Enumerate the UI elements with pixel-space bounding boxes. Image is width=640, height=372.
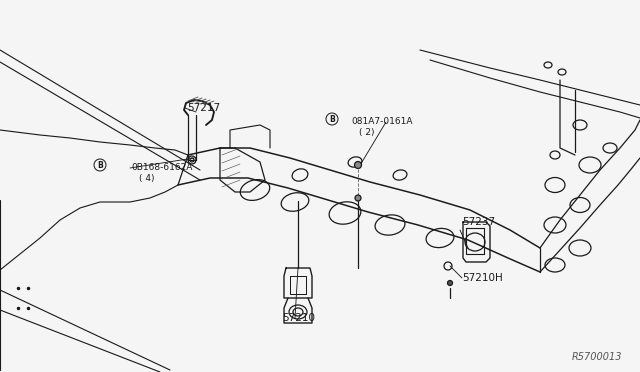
Text: B: B bbox=[329, 115, 335, 124]
Text: 081A7-0161A: 081A7-0161A bbox=[351, 118, 413, 126]
Text: ( 2): ( 2) bbox=[359, 128, 374, 138]
Text: 57210H: 57210H bbox=[462, 273, 503, 283]
Text: 57237: 57237 bbox=[462, 217, 495, 227]
Text: 57210: 57210 bbox=[282, 313, 315, 323]
Text: 0B168-6162A: 0B168-6162A bbox=[131, 164, 193, 173]
Text: 57217: 57217 bbox=[187, 103, 220, 113]
Text: ( 4): ( 4) bbox=[139, 174, 154, 183]
Ellipse shape bbox=[447, 280, 452, 285]
Ellipse shape bbox=[355, 195, 361, 201]
Ellipse shape bbox=[355, 161, 362, 169]
Text: B: B bbox=[97, 160, 103, 170]
Text: R5700013: R5700013 bbox=[572, 352, 622, 362]
